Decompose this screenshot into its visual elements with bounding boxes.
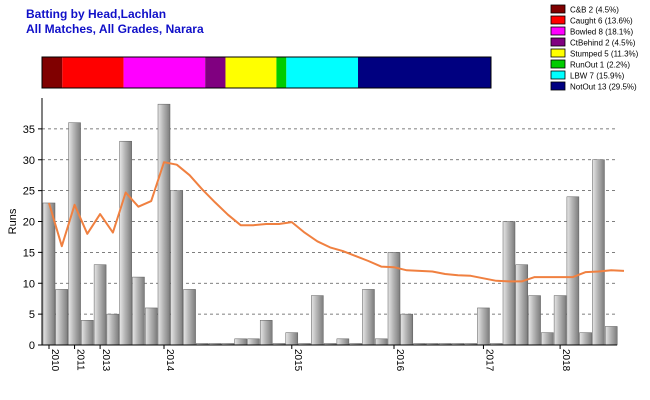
bar-6	[119, 140, 132, 346]
bar-2	[68, 122, 81, 346]
bar-15	[234, 338, 247, 346]
legend-label-7: NotOut 13 (29.5%)	[570, 83, 637, 92]
x-year-label-3: 2014	[164, 349, 175, 372]
dismissal-bar-border	[41, 56, 492, 89]
x-year-label-1: 2011	[75, 349, 86, 371]
bar-4	[93, 264, 107, 346]
bar-3	[81, 320, 94, 346]
y-tick-label-3: 15	[23, 247, 35, 259]
dismissal-segment-5	[276, 57, 287, 88]
bar-41	[566, 196, 580, 346]
legend-label-3: CtBehind 2 (4.5%)	[570, 39, 636, 48]
runs-bars	[42, 103, 618, 346]
bar-7	[132, 276, 145, 346]
bar-34	[477, 307, 490, 346]
bar-19	[285, 332, 299, 346]
x-year-label-6: 2017	[483, 349, 494, 372]
bar-8	[144, 307, 158, 346]
x-year-label-0: 2010	[49, 349, 60, 372]
legend-label-5: RunOut 1 (2.2%)	[570, 61, 630, 70]
bar-1	[55, 289, 69, 346]
dismissal-segment-2	[123, 57, 206, 88]
bar-9	[157, 103, 171, 346]
chart-subtitle: All Matches, All Grades, Narara	[26, 22, 204, 36]
dismissal-segment-0	[42, 57, 63, 88]
y-tick-label-2: 10	[23, 278, 35, 290]
bar-5	[106, 313, 120, 346]
bar-38	[528, 295, 541, 346]
y-tick-label-0: 0	[29, 340, 35, 352]
y-tick-labels: 0 5 10 15 20 25 30 35	[23, 124, 35, 352]
bar-36	[502, 221, 516, 346]
bar-43	[592, 159, 605, 346]
bar-21	[311, 295, 324, 346]
bar-17	[259, 320, 273, 346]
legend-label-2: Bowled 8 (18.1%)	[570, 28, 633, 37]
bar-11	[183, 289, 196, 346]
bar-10	[170, 190, 184, 346]
legend-swatch-7	[550, 81, 566, 91]
legend-swatch-2	[550, 26, 566, 36]
legend-label-1: Caught 6 (13.6%)	[570, 17, 633, 26]
dismissal-segment-6	[286, 57, 359, 88]
bar-0	[42, 202, 56, 346]
y-tick-label-5: 25	[23, 186, 35, 198]
x-year-label-7: 2018	[560, 349, 571, 372]
legend-label-0: C&B 2 (4.5%)	[570, 6, 619, 15]
axes	[38, 98, 617, 346]
bar-44	[604, 326, 618, 346]
x-year-labels: 2010 2011 2013 2014 2015 2016 2017 2018	[48, 345, 571, 372]
x-year-label-4: 2015	[292, 349, 303, 372]
legend-swatch-3	[550, 37, 566, 47]
bar-42	[579, 332, 592, 346]
legend-label-6: LBW 7 (15.9%)	[570, 72, 625, 81]
legend-swatch-0	[550, 4, 566, 14]
chart-title: Batting by Head,Lachlan	[26, 7, 166, 21]
dismissal-segment-7	[358, 57, 491, 88]
y-tick-label-4: 20	[23, 217, 35, 229]
dismissal-stacked-bar	[41, 56, 492, 89]
legend-swatch-6	[550, 70, 566, 80]
bar-16	[247, 338, 260, 346]
bar-28	[400, 313, 414, 346]
average-polyline	[48, 161, 625, 283]
dismissal-segment-1	[62, 57, 124, 88]
bar-37	[515, 264, 529, 346]
legend-swatch-1	[550, 15, 566, 25]
dismissal-segment-4	[225, 57, 277, 88]
bar-39	[541, 332, 554, 346]
y-tick-label-6: 30	[23, 155, 35, 167]
legend-swatch-5	[550, 59, 566, 69]
legend-swatch-4	[550, 48, 566, 58]
bar-40	[553, 295, 567, 346]
legend: C&B 2 (4.5%) Caught 6 (13.6%) Bowled 8 (18…	[550, 4, 639, 92]
x-year-label-5: 2016	[394, 349, 405, 372]
y-axis-label: Runs	[7, 208, 19, 234]
bar-23	[336, 338, 350, 346]
bar-25	[362, 289, 375, 346]
average-line	[48, 161, 625, 283]
y-tick-label-1: 5	[29, 309, 35, 321]
bar-26	[374, 338, 388, 346]
x-year-label-2: 2013	[100, 349, 111, 372]
y-tick-label-7: 35	[23, 124, 35, 136]
legend-label-4: Stumped 5 (11.3%)	[570, 50, 639, 59]
dismissal-segment-3	[205, 57, 226, 88]
